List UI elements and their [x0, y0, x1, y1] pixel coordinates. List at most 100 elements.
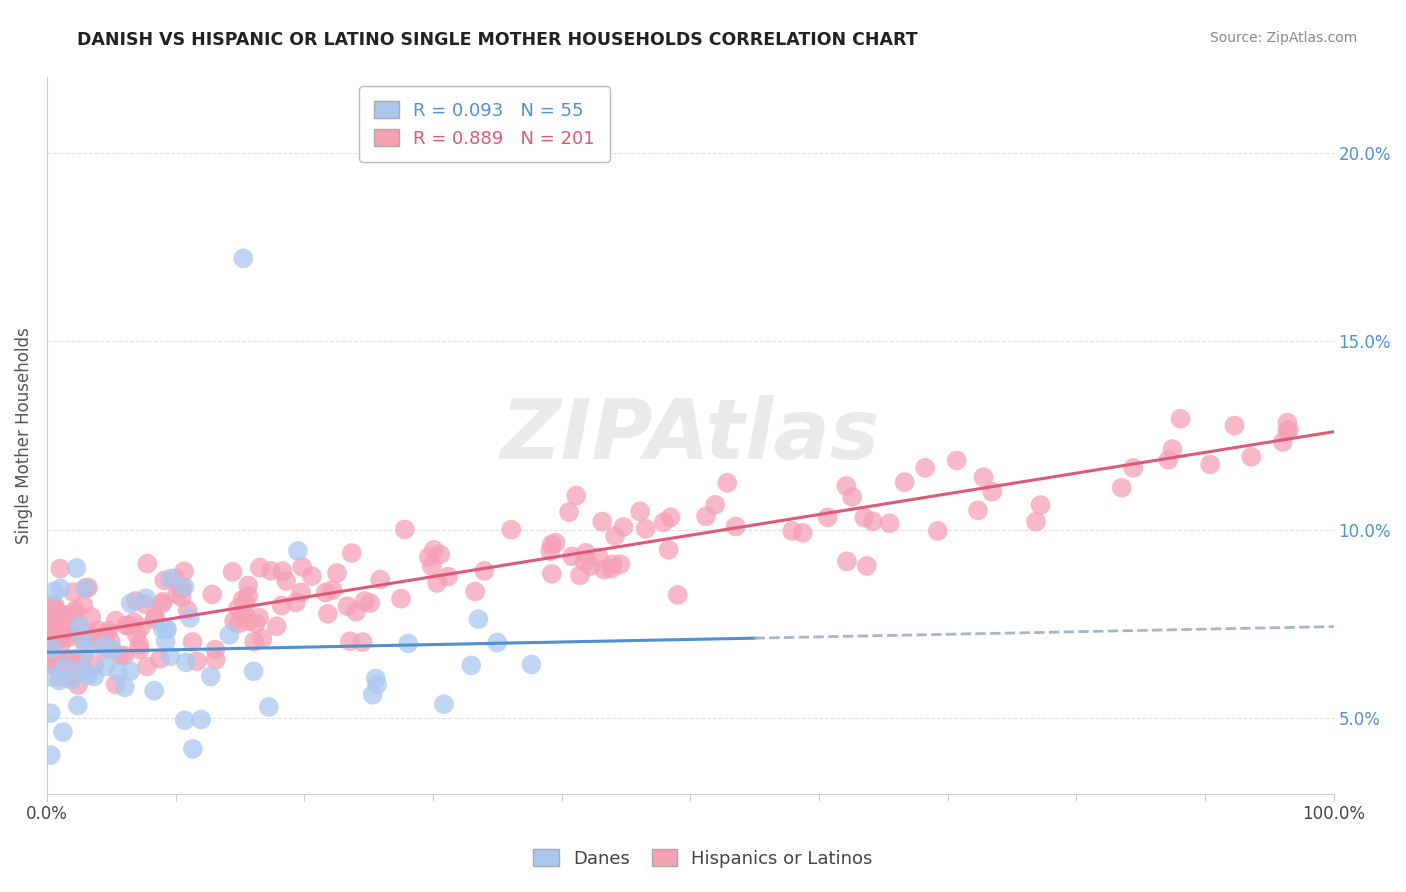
- Point: [45, 609, 67, 624]
- Point: [609, 558, 631, 572]
- Text: ZIPAtlas: ZIPAtlas: [501, 395, 880, 476]
- Point: [568, 568, 591, 582]
- Point: [226, 601, 249, 615]
- Point: [893, 475, 915, 490]
- Point: [83, 629, 105, 643]
- Point: [603, 529, 626, 543]
- Point: [115, 618, 138, 632]
- Point: [170, 591, 193, 605]
- Point: [981, 484, 1004, 499]
- Point: [143, 683, 166, 698]
- Point: [104, 614, 127, 628]
- Point: [110, 648, 132, 663]
- Point: [156, 623, 179, 637]
- Point: [967, 503, 990, 517]
- Point: [368, 573, 391, 587]
- Y-axis label: Single Mother Households: Single Mother Households: [15, 327, 32, 544]
- Point: [247, 610, 270, 624]
- Point: [792, 525, 814, 540]
- Point: [201, 587, 224, 601]
- Point: [152, 622, 174, 636]
- Point: [39, 629, 62, 643]
- Point: [1025, 515, 1047, 529]
- Point: [200, 669, 222, 683]
- Point: [49, 670, 72, 684]
- Point: [249, 560, 271, 574]
- Point: [77, 638, 100, 652]
- Point: [204, 642, 226, 657]
- Point: [245, 616, 267, 631]
- Point: [1111, 481, 1133, 495]
- Point: [290, 585, 312, 599]
- Point: [66, 678, 89, 692]
- Point: [65, 561, 87, 575]
- Point: [77, 628, 100, 642]
- Point: [579, 559, 602, 574]
- Point: [174, 656, 197, 670]
- Point: [339, 634, 361, 648]
- Point: [173, 565, 195, 579]
- Point: [501, 523, 523, 537]
- Point: [39, 639, 62, 653]
- Point: [467, 612, 489, 626]
- Point: [122, 615, 145, 629]
- Point: [94, 659, 117, 673]
- Point: [437, 569, 460, 583]
- Point: [48, 606, 70, 620]
- Point: [49, 582, 72, 596]
- Text: Source: ZipAtlas.com: Source: ZipAtlas.com: [1209, 31, 1357, 45]
- Point: [276, 574, 298, 588]
- Point: [593, 563, 616, 577]
- Point: [232, 592, 254, 607]
- Point: [1161, 442, 1184, 456]
- Text: DANISH VS HISPANIC OR LATINO SINGLE MOTHER HOUSEHOLDS CORRELATION CHART: DANISH VS HISPANIC OR LATINO SINGLE MOTH…: [77, 31, 918, 49]
- Point: [612, 520, 634, 534]
- Point: [538, 544, 561, 558]
- Point: [218, 628, 240, 642]
- Point: [1240, 450, 1263, 464]
- Point: [724, 519, 747, 533]
- Point: [72, 650, 94, 665]
- Point: [364, 672, 387, 686]
- Point: [704, 498, 727, 512]
- Point: [233, 607, 256, 621]
- Point: [63, 606, 86, 620]
- Point: [83, 658, 105, 673]
- Point: [853, 510, 876, 524]
- Point: [914, 460, 936, 475]
- Point: [716, 475, 738, 490]
- Point: [204, 653, 226, 667]
- Point: [159, 649, 181, 664]
- Point: [67, 665, 90, 679]
- Point: [53, 659, 76, 673]
- Point: [51, 610, 73, 624]
- Point: [666, 588, 689, 602]
- Point: [42, 607, 65, 622]
- Point: [1157, 453, 1180, 467]
- Point: [97, 624, 120, 638]
- Point: [221, 565, 243, 579]
- Point: [270, 599, 292, 613]
- Point: [574, 555, 596, 569]
- Point: [486, 635, 509, 649]
- Point: [366, 678, 388, 692]
- Point: [879, 516, 901, 531]
- Point: [862, 514, 884, 528]
- Point: [93, 639, 115, 653]
- Point: [179, 611, 201, 625]
- Point: [172, 581, 194, 595]
- Point: [39, 648, 62, 663]
- Point: [39, 600, 62, 615]
- Point: [67, 618, 90, 632]
- Point: [420, 559, 443, 574]
- Legend: R = 0.093   N = 55, R = 0.889   N = 201: R = 0.093 N = 55, R = 0.889 N = 201: [360, 87, 610, 162]
- Point: [135, 591, 157, 606]
- Point: [128, 638, 150, 652]
- Point: [181, 742, 204, 756]
- Point: [418, 549, 440, 564]
- Point: [80, 610, 103, 624]
- Point: [65, 603, 87, 617]
- Point: [238, 615, 260, 629]
- Point: [558, 505, 581, 519]
- Point: [226, 616, 249, 631]
